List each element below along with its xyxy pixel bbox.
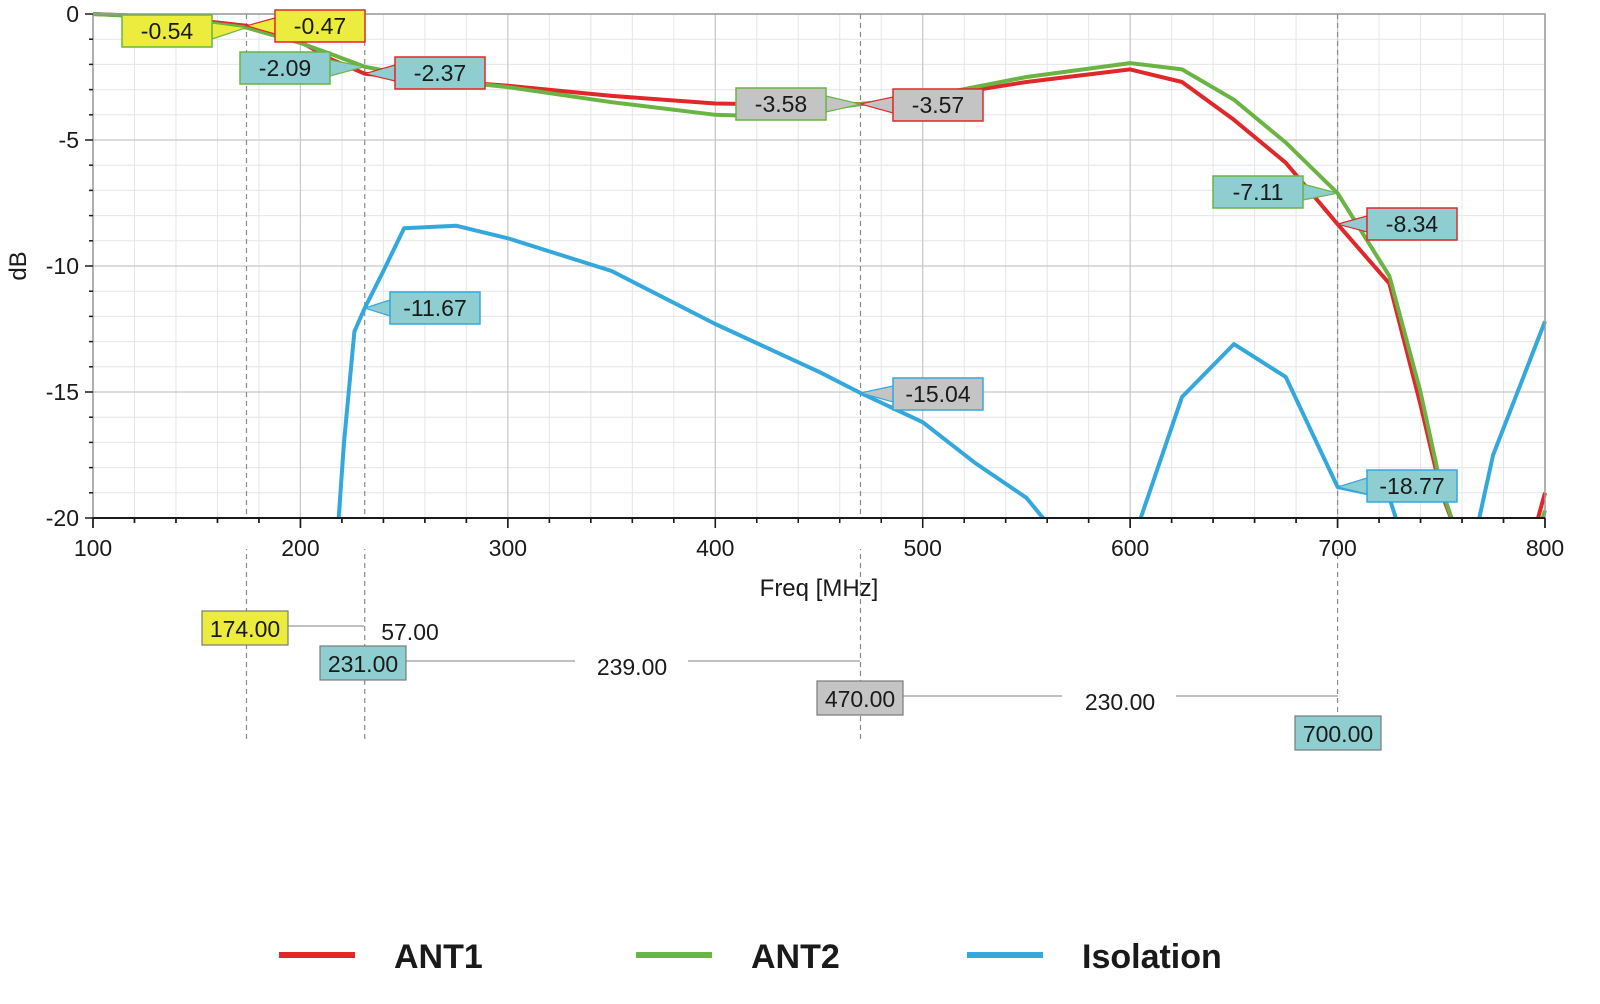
y-axis-title: dB xyxy=(5,251,32,280)
marker-label-box: -15.04 xyxy=(860,377,984,411)
x-marker-box: 231.00 xyxy=(319,645,407,681)
x-marker-rect xyxy=(816,680,904,716)
marker-pointer xyxy=(860,96,894,114)
x-marker-value: 700.00 xyxy=(1303,721,1373,747)
marker-label-box: -11.67 xyxy=(362,291,481,325)
x-marker-value: 174.00 xyxy=(210,616,280,642)
marker-box xyxy=(892,377,984,411)
legend-item: Isolation xyxy=(967,938,1222,976)
marker-label-box: -18.77 xyxy=(1335,469,1458,503)
marker-value: -15.04 xyxy=(905,381,970,407)
marker-value: -0.54 xyxy=(141,18,194,44)
marker-label-box: -2.09 xyxy=(239,51,365,85)
marker-value: -18.77 xyxy=(1379,473,1444,499)
marker-label-box: -3.57 xyxy=(860,88,984,122)
marker-label-box: -0.54 xyxy=(121,14,247,48)
legend: ANT1 ANT2 Isolation xyxy=(279,938,1222,976)
x-tick-label: 200 xyxy=(281,535,319,561)
delta-value: 230.00 xyxy=(1085,689,1155,715)
marker-value: -0.47 xyxy=(294,13,346,39)
marker-box xyxy=(121,14,213,48)
x-markers: 57.00 239.00 230.00 174.00 231.00 470.00 700.0… xyxy=(201,610,1382,751)
legend-label: Isolation xyxy=(1082,938,1222,976)
marker-pointer xyxy=(825,95,861,113)
x-marker-rect xyxy=(201,610,289,646)
series-line-isolation xyxy=(1134,342,1402,532)
series-line-isolation xyxy=(335,223,1055,532)
x-marker-rect xyxy=(319,645,407,681)
marker-box xyxy=(1212,175,1304,209)
x-tick-label: 100 xyxy=(74,535,112,561)
marker-box xyxy=(735,87,827,121)
x-marker-box: 470.00 xyxy=(816,680,904,716)
x-marker-box: 174.00 xyxy=(201,610,289,646)
marker-box xyxy=(274,9,366,43)
x-tick-label: 300 xyxy=(489,535,527,561)
legend-label: ANT1 xyxy=(394,938,483,976)
marker-value: -3.57 xyxy=(912,92,964,118)
marker-lines xyxy=(245,14,1339,740)
marker-box xyxy=(394,56,486,90)
marker-labels: -0.54 -0.47 -2.09 -2.37 -11.67 -3.58 -3.57 -15.… xyxy=(121,9,1458,503)
x-tick-label: 600 xyxy=(1111,535,1149,561)
x-marker-box: 700.00 xyxy=(1294,715,1382,751)
marker-box xyxy=(389,291,481,325)
marker-label-box: -3.58 xyxy=(735,87,861,121)
y-tick-label: -10 xyxy=(46,253,79,279)
marker-label-box: -2.37 xyxy=(362,56,486,90)
y-tick-label: 0 xyxy=(66,1,79,27)
marker-label-box: -7.11 xyxy=(1212,175,1338,209)
series-line-isolation xyxy=(1474,320,1547,532)
marker-value: -2.09 xyxy=(259,55,311,81)
legend-item: ANT1 xyxy=(279,938,483,976)
x-marker-value: 470.00 xyxy=(825,686,895,712)
marker-box xyxy=(239,51,331,85)
legend-item: ANT2 xyxy=(636,938,840,976)
x-tick-label: 700 xyxy=(1318,535,1356,561)
delta-connector: 57.00 xyxy=(287,619,439,645)
x-axis-title: Freq [MHz] xyxy=(760,575,879,602)
marker-box xyxy=(892,88,984,122)
legend-label: ANT2 xyxy=(751,938,840,976)
y-tick-label: -15 xyxy=(46,379,79,405)
x-tick-label: 800 xyxy=(1526,535,1564,561)
marker-box xyxy=(1366,469,1458,503)
series-clip-bottom xyxy=(0,519,1600,549)
x-marker-value: 231.00 xyxy=(328,651,398,677)
marker-value: -7.11 xyxy=(1233,179,1284,205)
marker-label-box: -0.47 xyxy=(244,9,366,43)
axes: 100 200 300 400 500 600 700 800 0 -5 -10 -15 -20 Freq… xyxy=(5,1,1564,602)
x-tick-label: 400 xyxy=(696,535,734,561)
delta-value: 57.00 xyxy=(381,619,439,645)
delta-connector: 239.00 xyxy=(406,654,860,680)
marker-value: -11.67 xyxy=(403,295,467,321)
series-clip-right xyxy=(1547,0,1600,520)
marker-box xyxy=(1366,207,1458,241)
x-tick-label: 500 xyxy=(904,535,942,561)
marker-value: -3.58 xyxy=(755,91,807,117)
marker-value: -2.37 xyxy=(414,60,466,86)
y-tick-label: -5 xyxy=(59,127,79,153)
marker-value: -8.34 xyxy=(1386,211,1439,237)
x-marker-rect xyxy=(1294,715,1382,751)
y-tick-label: -20 xyxy=(46,505,79,531)
marker-label-box: -8.34 xyxy=(1335,207,1458,241)
delta-value: 239.00 xyxy=(597,654,667,680)
delta-connector: 230.00 xyxy=(903,689,1338,715)
